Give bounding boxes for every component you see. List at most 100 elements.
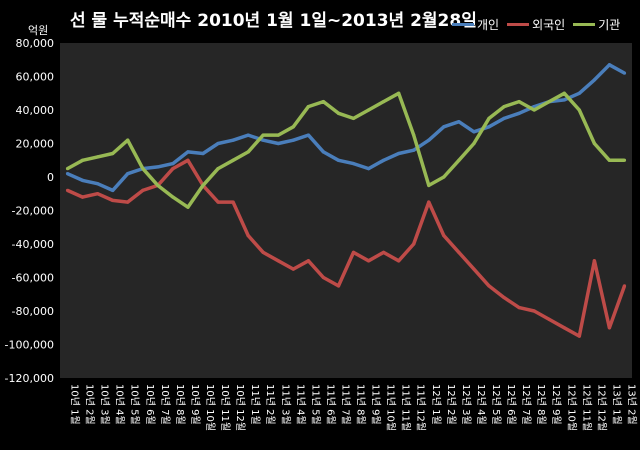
x-tick-label: 12년 10월 (565, 384, 577, 431)
data-point (427, 183, 431, 187)
x-tick-label: 10년 9월 (189, 384, 201, 425)
plot-area (60, 43, 632, 378)
y-tick-label: 40,000 (16, 104, 55, 117)
legend-label-institution: 기관 (598, 18, 621, 32)
data-point (306, 105, 310, 109)
series-line-1 (66, 158, 627, 338)
data-point (111, 188, 115, 192)
data-point (171, 167, 175, 171)
x-tick-label: 11년 11월 (400, 384, 412, 431)
x-tick-label: 10년 12월 (234, 384, 246, 431)
data-point (397, 259, 401, 263)
data-point (65, 188, 70, 192)
data-point (472, 267, 476, 271)
data-point (156, 165, 160, 169)
x-tick-label: 12년 5월 (490, 384, 502, 425)
x-tick-label: 10년 8월 (174, 384, 186, 425)
legend-swatch-foreign (507, 23, 530, 26)
data-point (231, 138, 235, 142)
legend-swatch-individual (452, 23, 474, 26)
data-point (276, 133, 280, 137)
data-point (111, 151, 115, 156)
y-axis-unit: 억원 (28, 24, 49, 37)
data-point (171, 162, 175, 166)
data-point (592, 141, 596, 146)
x-tick-label: 12년 1월 (430, 384, 442, 425)
chart-title: 선 물 누적순매수 2010년 1월 1일~2013년 2월28일 (70, 11, 477, 31)
x-tick-label: 12년 3월 (460, 384, 472, 425)
data-point (141, 167, 145, 171)
data-point (622, 158, 627, 162)
data-point (412, 133, 416, 137)
data-point (412, 148, 416, 152)
data-point (351, 250, 356, 254)
legend-label-foreign: 외국인 (532, 18, 566, 32)
data-point (291, 125, 295, 129)
x-tick-label: 12년 11월 (580, 384, 592, 431)
x-tick-label: 11년 12월 (415, 384, 427, 431)
y-tick-label: 0 (47, 171, 54, 184)
data-point (502, 116, 506, 120)
data-point (562, 326, 566, 330)
legend-item-individual: 개인 (452, 16, 499, 33)
series-line-2 (66, 91, 625, 209)
x-tick-label: 11년 10월 (385, 384, 397, 431)
x-tick-label: 10년 10월 (204, 384, 216, 431)
data-point (472, 130, 476, 134)
data-point (502, 296, 506, 300)
data-point (366, 167, 371, 171)
y-tick-label: 20,000 (16, 138, 55, 151)
data-point (607, 63, 612, 67)
data-point (171, 195, 175, 199)
data-point (80, 195, 85, 199)
data-point (487, 125, 491, 129)
data-point (216, 167, 220, 171)
data-point (427, 200, 431, 204)
data-point (577, 91, 581, 95)
data-point (276, 141, 280, 146)
data-point (442, 125, 446, 129)
data-point (351, 116, 356, 120)
data-point (96, 192, 100, 196)
x-tick-label: 13년 2월 (625, 384, 637, 425)
y-tick-label: -100,000 (5, 339, 54, 352)
data-point (291, 138, 295, 142)
x-tick-label: 12년 12월 (595, 384, 607, 431)
x-tick-label: 13년 1월 (610, 384, 622, 425)
data-point (547, 317, 551, 321)
data-point (321, 275, 326, 280)
x-tick-label: 11년 9월 (370, 384, 382, 425)
data-point (186, 158, 190, 162)
x-tick-label: 12년 4월 (475, 384, 487, 425)
y-tick-label: 80,000 (16, 37, 55, 50)
data-point (592, 78, 596, 82)
data-point (502, 105, 506, 109)
data-point (622, 71, 627, 75)
data-point (336, 284, 341, 288)
data-point (306, 259, 310, 263)
legend-label-individual: 개인 (477, 18, 500, 32)
legend-item-foreign: 외국인 (507, 16, 565, 33)
legend-item-institution: 기관 (573, 16, 620, 33)
data-point (472, 141, 476, 146)
data-point (382, 100, 386, 104)
data-point (141, 188, 145, 192)
data-point (577, 334, 581, 338)
data-point (622, 284, 627, 288)
x-tick-label: 10년 2월 (84, 384, 96, 425)
y-tick-label: -20,000 (12, 205, 54, 218)
data-point (366, 108, 371, 112)
x-tick-label: 10년 1월 (69, 384, 81, 425)
x-tick-label: 11년 1월 (249, 384, 261, 425)
data-point (517, 100, 521, 104)
data-point (261, 138, 265, 142)
data-point (442, 234, 446, 238)
data-point (336, 111, 341, 115)
data-point (96, 155, 100, 159)
data-point (577, 108, 581, 112)
data-point (126, 200, 130, 204)
x-tick-label: 11년 2월 (264, 384, 276, 425)
y-tick-label: -40,000 (12, 238, 54, 251)
data-point (291, 267, 295, 271)
